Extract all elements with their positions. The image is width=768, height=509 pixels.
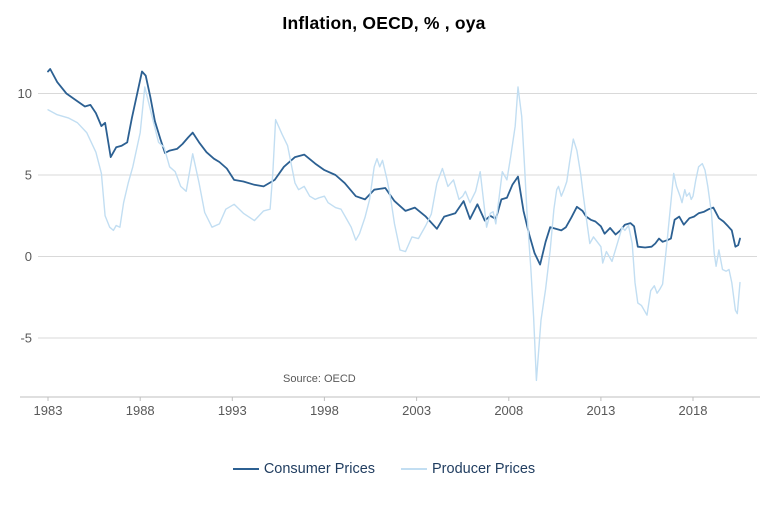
x-tick-label-1983: 1983 (34, 403, 63, 418)
legend-label-producer-prices: Producer Prices (432, 461, 536, 477)
producer-prices-line-swatch (401, 468, 428, 470)
x-tick-label-2008: 2008 (494, 403, 523, 418)
y-tick-label--5: -5 (20, 331, 32, 346)
legend-item-consumer-prices: Consumer Prices (232, 461, 376, 477)
legend: Consumer Prices Producer Prices (0, 461, 768, 477)
x-tick-label-1988: 1988 (126, 403, 155, 418)
y-tick-label-0: 0 (25, 249, 32, 264)
x-tick-label-2013: 2013 (586, 403, 615, 418)
x-tick-label-2018: 2018 (679, 403, 708, 418)
consumer-prices-line (47, 68, 741, 266)
y-tick-label-10: 10 (18, 86, 32, 101)
legend-item-producer-prices: Producer Prices (401, 461, 535, 477)
x-tick-label-1993: 1993 (218, 403, 247, 418)
chart-title: Inflation, OECD, % , oya (282, 13, 486, 33)
x-tick-label-1998: 1998 (310, 403, 339, 418)
consumer-prices-line-swatch (232, 468, 259, 470)
legend-label-consumer-prices: Consumer Prices (263, 461, 376, 477)
x-tick-label-2003: 2003 (402, 403, 431, 418)
y-tick-label-5: 5 (25, 168, 32, 183)
source-note: Source: OECD (283, 373, 356, 385)
producer-prices-line (47, 86, 741, 382)
